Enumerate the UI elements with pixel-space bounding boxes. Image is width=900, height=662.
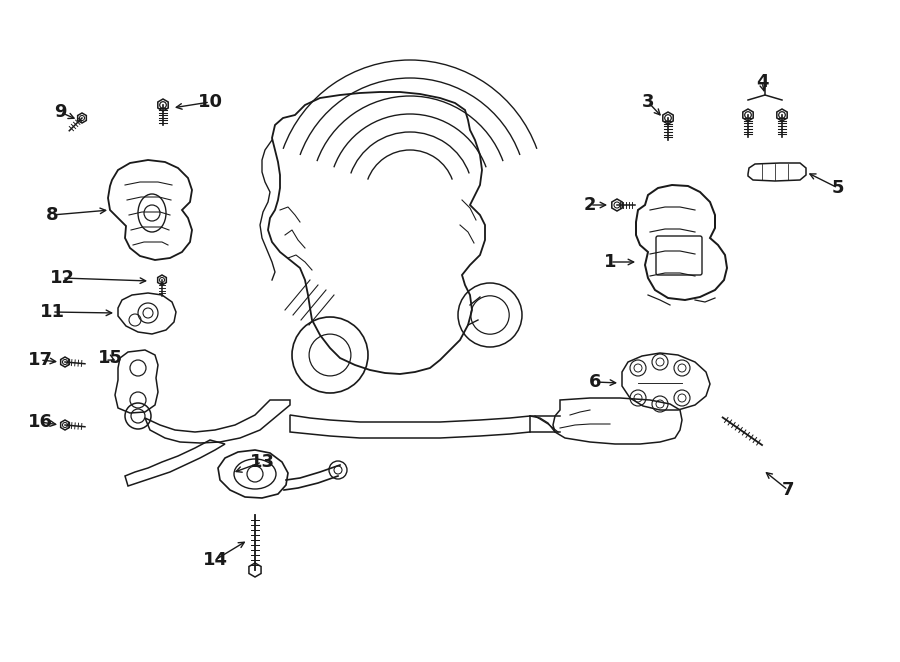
Text: 8: 8: [46, 206, 58, 224]
Text: 2: 2: [584, 196, 596, 214]
Text: 14: 14: [202, 551, 228, 569]
Text: 5: 5: [832, 179, 844, 197]
Text: 12: 12: [50, 269, 75, 287]
Text: 6: 6: [589, 373, 601, 391]
Text: 16: 16: [28, 413, 52, 431]
Text: 7: 7: [782, 481, 794, 499]
Text: 17: 17: [28, 351, 52, 369]
Text: 1: 1: [604, 253, 617, 271]
Text: 9: 9: [54, 103, 67, 121]
Text: 4: 4: [756, 73, 769, 91]
Text: 3: 3: [642, 93, 654, 111]
Text: 11: 11: [40, 303, 65, 321]
Text: 10: 10: [197, 93, 222, 111]
Text: 15: 15: [97, 349, 122, 367]
Text: 13: 13: [249, 453, 274, 471]
